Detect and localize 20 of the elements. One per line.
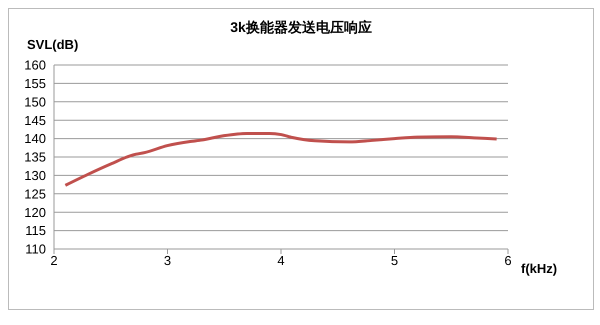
y-tick-label: 130 [24, 168, 46, 184]
x-tick-label: 2 [50, 253, 58, 268]
y-tick-label: 120 [24, 204, 46, 220]
y-tick-label: 110 [25, 242, 46, 257]
x-tick-label: 4 [277, 253, 285, 268]
y-tick-label: 160 [24, 58, 46, 73]
y-tick-label: 125 [24, 186, 46, 202]
chart-title: 3k换能器发送电压响应 [229, 19, 373, 37]
y-tick-label: 145 [24, 112, 46, 128]
x-tick-label: 3 [164, 253, 172, 268]
x-axis-title: f(kHz) [521, 261, 558, 276]
x-tick-label: 5 [390, 253, 398, 268]
x-tick-label: 6 [504, 253, 512, 268]
y-tick-label: 150 [24, 94, 46, 110]
y-tick-label: 140 [24, 131, 46, 146]
y-tick-label: 135 [24, 150, 46, 165]
line-series [64, 132, 498, 187]
y-tick-label: 115 [25, 223, 46, 238]
y-axis-title: SVL(dB) [27, 37, 78, 52]
y-tick-label: 155 [24, 76, 46, 92]
